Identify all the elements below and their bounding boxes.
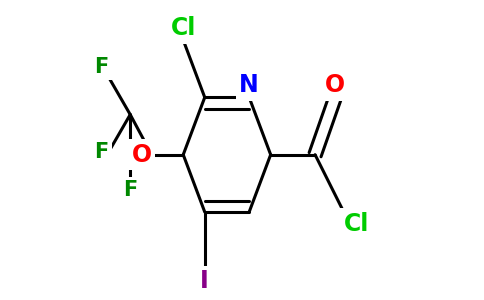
Text: F: F xyxy=(94,57,109,77)
Text: I: I xyxy=(200,269,209,293)
Text: O: O xyxy=(132,143,151,167)
Text: F: F xyxy=(123,181,137,200)
Text: Cl: Cl xyxy=(170,16,196,40)
Text: O: O xyxy=(132,143,151,167)
Text: N: N xyxy=(239,74,259,98)
Text: Cl: Cl xyxy=(344,212,369,236)
Text: N: N xyxy=(239,74,259,98)
Text: I: I xyxy=(200,269,209,293)
Text: O: O xyxy=(325,74,345,98)
Text: F: F xyxy=(123,181,137,200)
Text: Cl: Cl xyxy=(170,16,196,40)
Text: F: F xyxy=(94,142,109,162)
Text: F: F xyxy=(94,57,109,77)
Text: O: O xyxy=(325,74,345,98)
Text: F: F xyxy=(94,142,109,162)
Text: Cl: Cl xyxy=(344,212,369,236)
